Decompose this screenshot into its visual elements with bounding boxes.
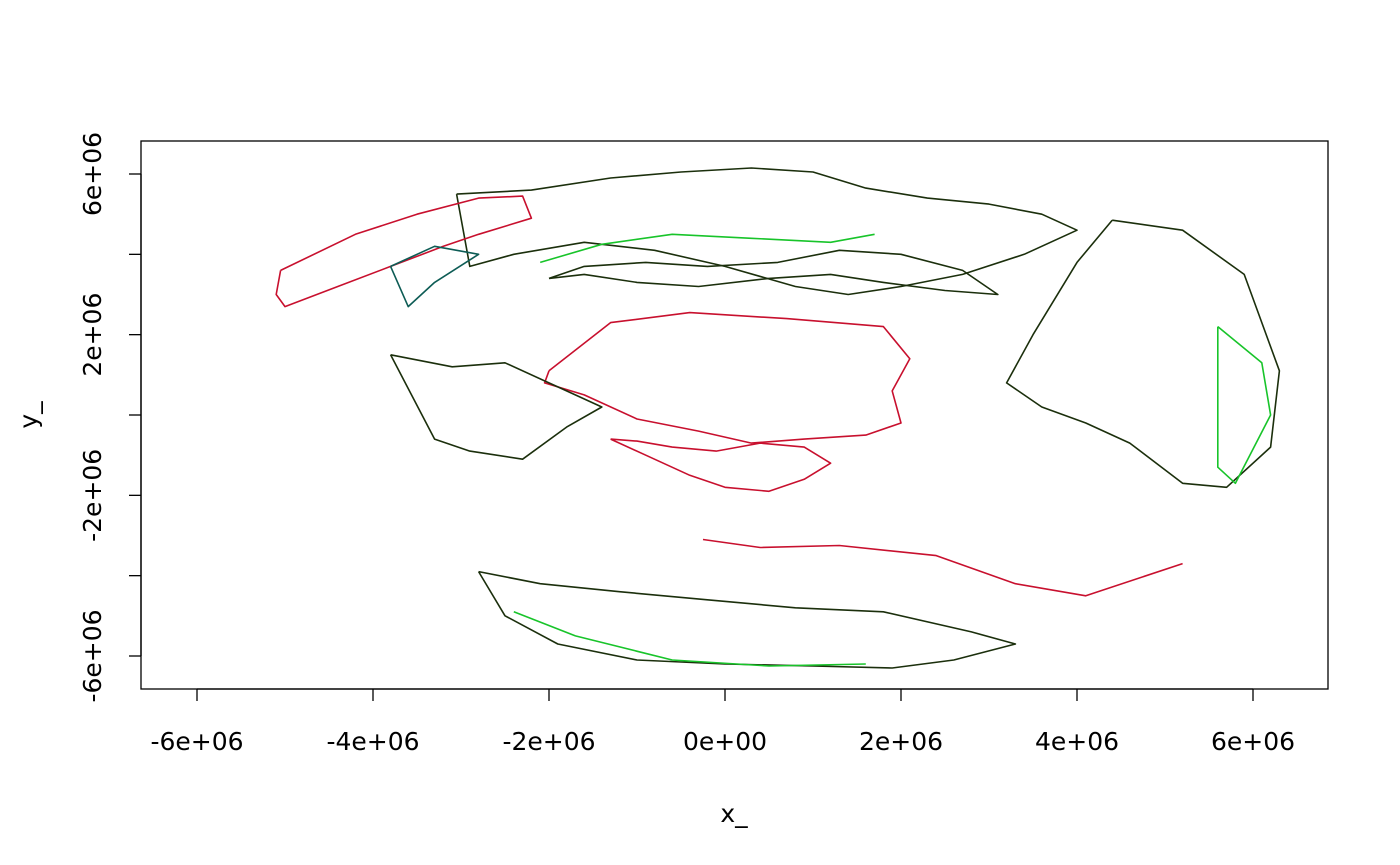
y-axis: -6e+06 -2e+06 2e+06 6e+06 [78,132,142,703]
map-boundary-line [389,245,480,308]
x-tick-label: 6e+06 [1211,727,1295,756]
x-axis: -6e+06 -4e+06 -2e+06 0e+00 2e+06 4e+06 6e+06 [150,688,1295,756]
map-boundary-line [702,538,1183,597]
x-tick-label: 4e+06 [1035,727,1119,756]
y-tick-label: 2e+06 [78,293,107,377]
coastline-layer [275,167,1281,669]
plot-frame [140,140,1329,690]
y-tick-label: 6e+06 [78,132,107,216]
x-tick-label: -4e+06 [326,727,419,756]
x-tick-label: 2e+06 [859,727,943,756]
x-tick-label: 0e+00 [683,727,767,756]
x-axis-label: x_ [720,799,748,828]
y-tick-label: -6e+06 [78,609,107,702]
map-boundary-line [1005,219,1281,489]
y-tick-label: -2e+06 [78,449,107,542]
y-axis-label: y_ [14,401,43,429]
map-boundary-line [275,195,533,308]
map-boundary-line [543,311,911,444]
map-boundary-line [477,570,1017,669]
map-boundary-line [539,233,875,264]
map-boundary-line [610,438,832,493]
map-boundary-line [389,354,603,461]
map-boundary-line [455,167,1078,296]
map-boundary-line [1217,325,1272,485]
map-boundary-line [513,611,866,667]
x-tick-label: -6e+06 [150,727,243,756]
map-boundary-line [548,249,999,296]
x-tick-label: -2e+06 [502,727,595,756]
